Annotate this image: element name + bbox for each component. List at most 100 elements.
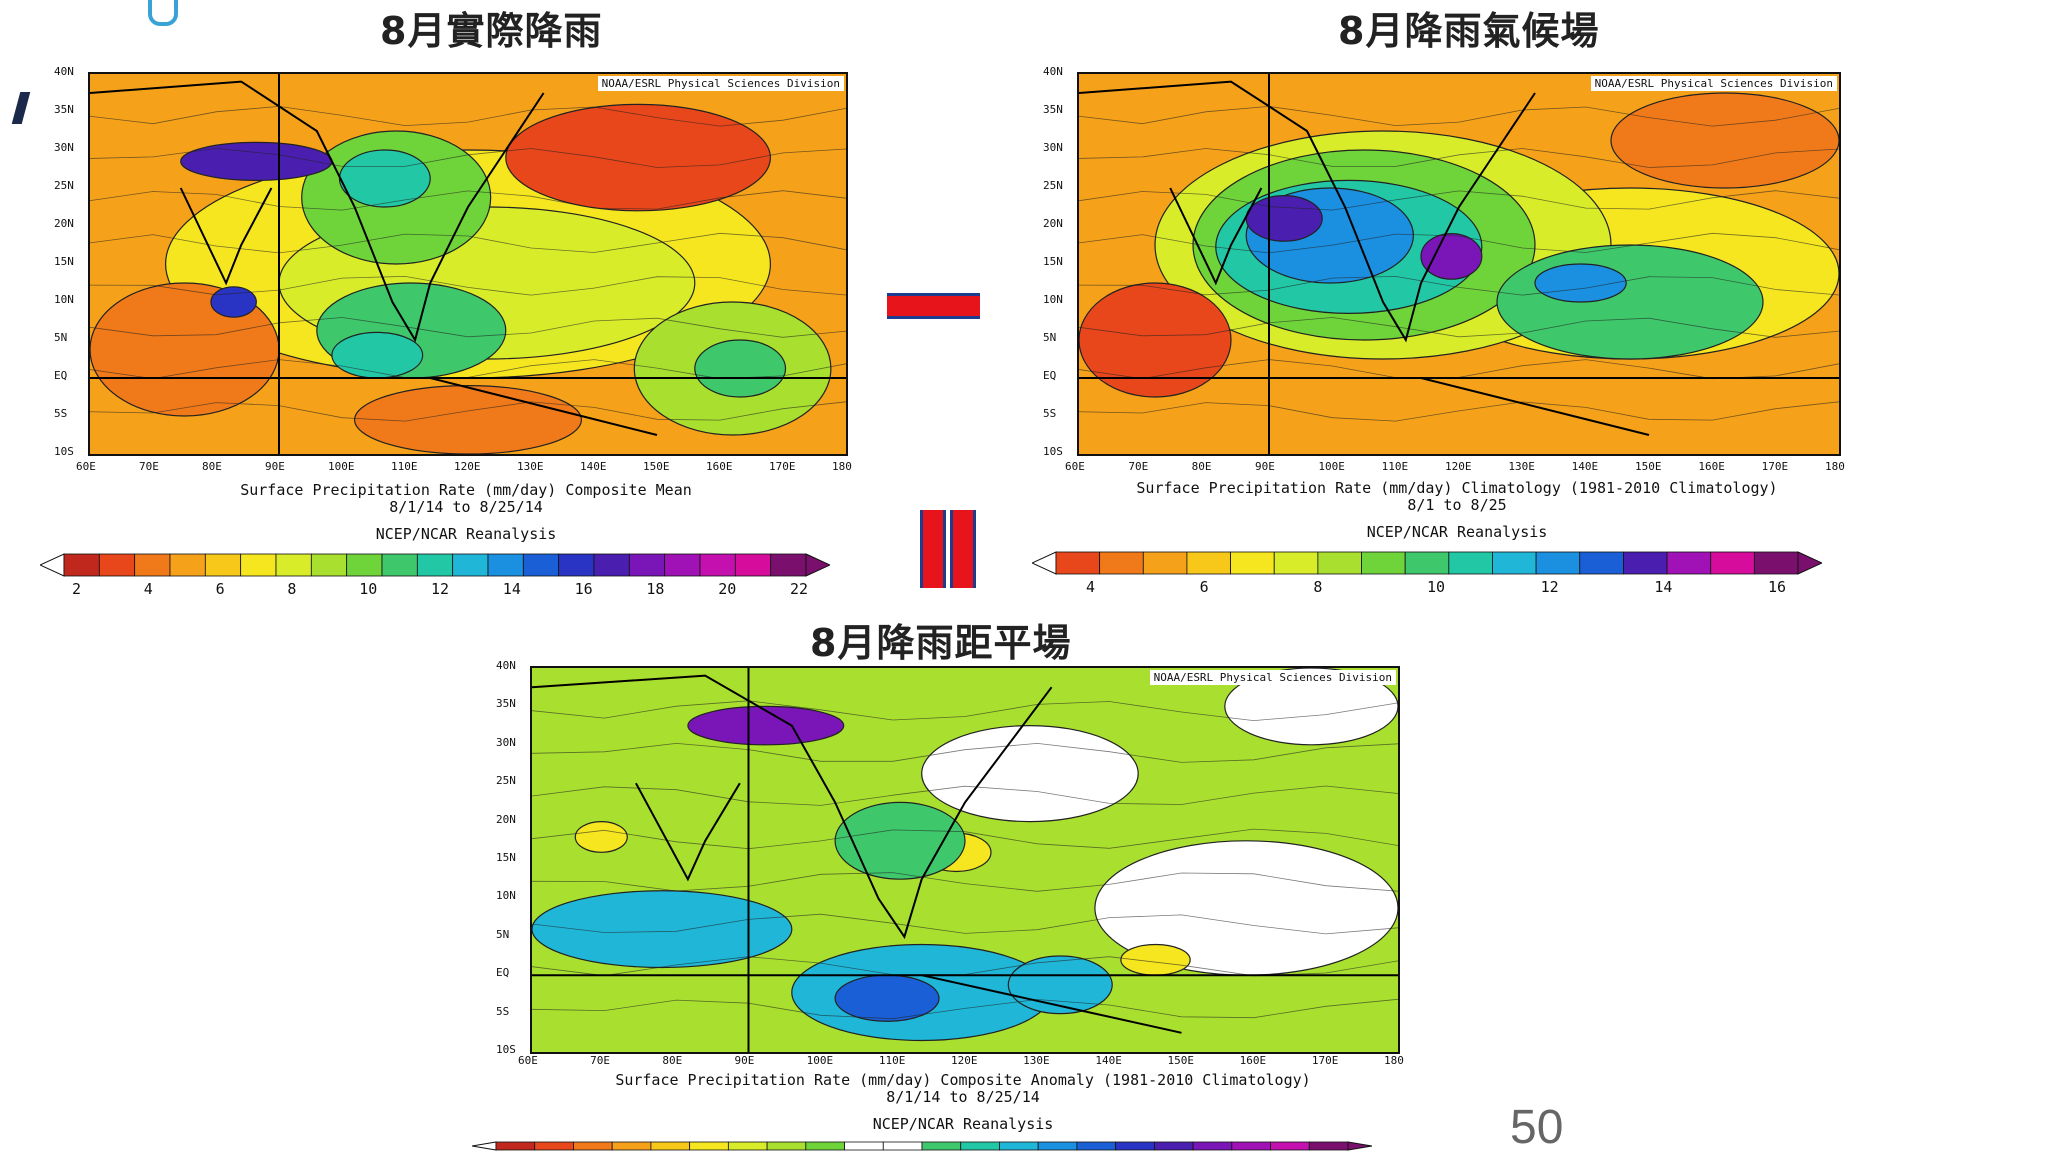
colorbar-swatch <box>628 553 666 577</box>
lon-tick-label: 110E <box>1381 460 1409 473</box>
precip-region <box>331 331 424 379</box>
colorbar-tick-label: 22 <box>790 580 809 598</box>
colorbar-swatch <box>1076 1141 1117 1151</box>
colorbar-swatch <box>487 553 524 577</box>
precip-region <box>210 286 257 318</box>
colorbar-tick-label: 16 <box>1768 578 1787 596</box>
colorbar-swatch <box>1142 551 1188 575</box>
colorbar-swatch <box>1535 551 1581 575</box>
map-climatology-field <box>1079 74 1839 454</box>
colorbar-tick-label: 6 <box>1199 578 1209 596</box>
lat-tick-label: 15N <box>1043 255 1063 268</box>
lat-tick-label: 25N <box>496 774 516 788</box>
lon-tick-label: 140E <box>1571 460 1599 473</box>
colorbar-high-arrow <box>1347 1141 1372 1151</box>
colorbar-tick-label: 12 <box>1540 578 1559 596</box>
lon-tick-label: 140E <box>580 460 607 473</box>
map-anomaly-field <box>532 668 1398 1052</box>
coastline <box>429 377 658 436</box>
colorbar-swatch <box>1192 1141 1233 1151</box>
lat-tick-label: 20N <box>54 217 74 230</box>
lon-tick-label: 120E <box>454 460 481 473</box>
contour-line <box>1079 232 1839 254</box>
colorbar-swatch <box>1231 1141 1271 1151</box>
contour-line <box>90 275 846 296</box>
caption-line-3: NCEP/NCAR Reanalysis <box>872 1115 1054 1133</box>
lat-tick-label: 5S <box>496 1004 510 1018</box>
colorbar-swatch <box>1666 551 1712 575</box>
colorbar-tick-label: 14 <box>502 580 521 598</box>
colorbar-swatch <box>573 1141 613 1151</box>
colorbar-swatch <box>770 553 807 577</box>
precip-region <box>921 724 1139 823</box>
contour-line <box>1079 401 1839 422</box>
lon-tick-label: 170E <box>769 460 796 473</box>
colorbar-swatch <box>1186 551 1231 575</box>
lat-tick-label: 40N <box>496 659 516 672</box>
colorbar-swatch <box>1710 551 1755 575</box>
contour-line <box>90 190 846 211</box>
lon-tick-label: 110E <box>391 460 418 473</box>
lon-tick-label: 160E <box>706 460 733 473</box>
contour-line <box>90 148 846 168</box>
colorbar-swatch <box>416 553 454 577</box>
lat-tick-label: 25N <box>1043 179 1063 192</box>
lat-tick-label: 5N <box>54 331 68 344</box>
colorbar-swatch <box>882 1141 923 1151</box>
lat-tick-label: 30N <box>1043 141 1063 154</box>
colorbar-swatch <box>1230 551 1275 575</box>
colorbar-swatch <box>1270 1141 1310 1151</box>
colorbar-swatch <box>805 1141 845 1151</box>
lat-tick-label: 10N <box>496 889 516 903</box>
colorbar-swatch <box>346 553 383 577</box>
colorbar-swatch <box>452 553 489 577</box>
lat-tick-label: 35N <box>54 103 74 116</box>
caption-line-2: 8/1/14 to 8/25/14 <box>389 498 543 516</box>
colorbar-tick-label: 12 <box>431 580 450 598</box>
logo-fragment <box>148 0 178 26</box>
map-actual: NOAA/ESRL Physical Sciences Division <box>88 72 848 456</box>
lon-tick-label: 70E <box>139 460 159 473</box>
lon-tick-label: 120E <box>1445 460 1472 473</box>
precip-region <box>574 821 628 853</box>
lon-tick-label: 180 <box>1825 460 1845 473</box>
colorbar-swatch <box>381 553 418 577</box>
lat-tick-label: 15N <box>496 851 516 864</box>
lon-tick-label: 170E <box>1311 1054 1339 1067</box>
precip-region <box>1496 244 1764 360</box>
precip-region <box>532 890 793 969</box>
lat-tick-label: 10S <box>496 1043 516 1056</box>
colorbar-swatch <box>1753 551 1799 575</box>
lon-tick-label: 130E <box>1023 1054 1050 1067</box>
colorbar-swatch <box>204 553 242 577</box>
coastline <box>635 782 741 882</box>
lon-tick-label: 150E <box>1635 460 1662 473</box>
contour-line <box>1079 317 1839 338</box>
colorbar-swatch <box>960 1141 1000 1151</box>
contour-line <box>532 913 1398 935</box>
colorbar-tick-label: 18 <box>646 580 665 598</box>
colorbar-swatch <box>310 553 348 577</box>
lon-tick-label: 90E <box>734 1054 755 1067</box>
lon-tick-label: 110E <box>878 1054 906 1067</box>
colorbar-high-arrow <box>1797 551 1822 575</box>
contour-line <box>532 872 1398 892</box>
caption-anomaly: Surface Precipitation Rate (mm/day) Comp… <box>530 1072 1396 1133</box>
colorbar-swatch <box>650 1141 691 1151</box>
lat-tick-label: 35N <box>1043 103 1063 116</box>
colorbar-climatology <box>1032 551 1822 575</box>
colorbar-tick-label: 10 <box>1427 578 1446 596</box>
equals-operator-left <box>920 510 946 588</box>
contour-line <box>1079 105 1839 127</box>
precip-region <box>1610 92 1839 189</box>
precip-region <box>1224 668 1398 746</box>
minus-operator <box>887 293 980 319</box>
colorbar-swatch <box>844 1141 884 1151</box>
caption-line-1: Surface Precipitation Rate (mm/day) Comp… <box>240 481 692 499</box>
lat-tick-label: 20N <box>496 812 516 826</box>
lon-tick-label: 60E <box>1065 460 1085 473</box>
coastline <box>179 187 273 286</box>
colorbar-tick-label: 8 <box>1313 578 1323 596</box>
lon-tick-label: 160E <box>1698 460 1725 473</box>
colorbar-swatch <box>534 1141 574 1151</box>
